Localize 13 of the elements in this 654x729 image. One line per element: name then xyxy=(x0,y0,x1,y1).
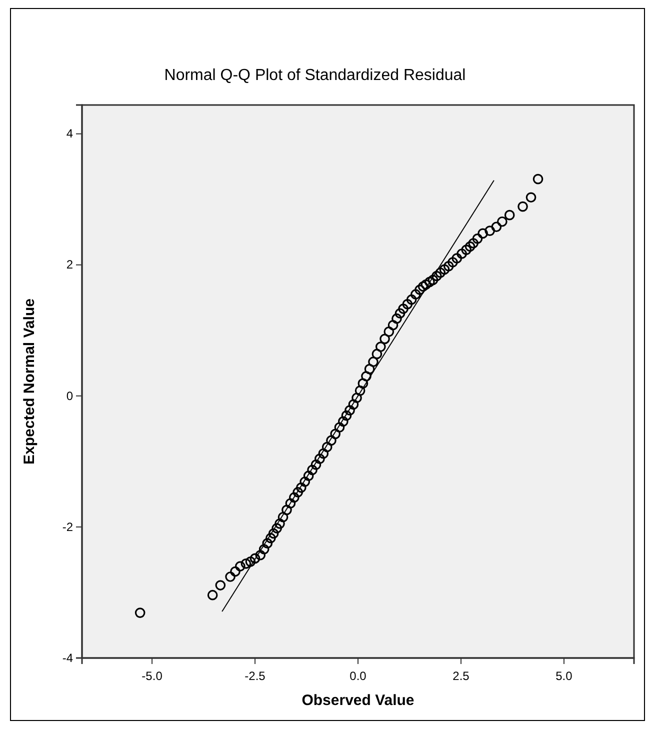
x-tick-label: 5.0 xyxy=(556,669,573,684)
x-axis-title: Observed Value xyxy=(302,692,414,709)
x-tick-label: 2.5 xyxy=(452,669,470,684)
y-tick-label: 0 xyxy=(66,388,74,403)
y-tick-label: -4 xyxy=(62,650,74,665)
x-tick-label: -5.0 xyxy=(142,669,163,684)
y-tick-label: 2 xyxy=(66,258,74,272)
y-tick-label: 4 xyxy=(66,126,74,141)
y-axis-title: Expected Normal Value xyxy=(21,298,38,464)
x-tick-label: -2.5 xyxy=(244,669,266,684)
x-tick-label: 0.0 xyxy=(350,669,367,684)
chart-title: Normal Q-Q Plot of Standardized Residual xyxy=(164,67,466,84)
y-tick-label: -2 xyxy=(62,520,74,534)
